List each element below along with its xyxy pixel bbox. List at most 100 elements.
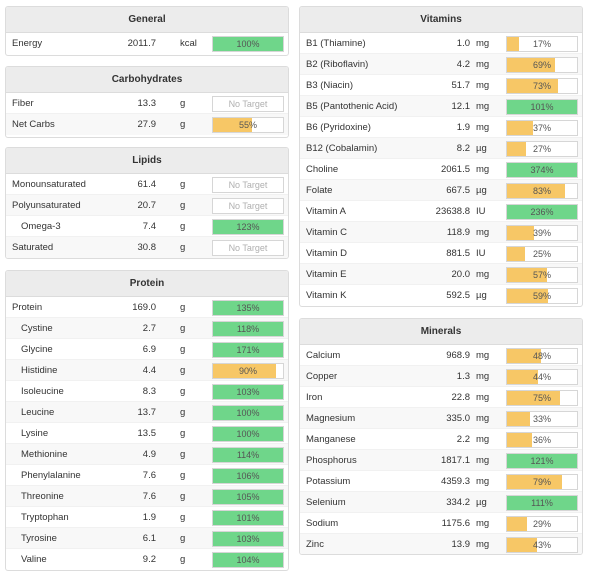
vitamins-panel: Vitamins B1 (Thiamine) 1.0 mg 17% B2 (Ribofl… bbox=[299, 6, 583, 307]
nutrient-unit: g bbox=[180, 407, 186, 418]
nutrient-row-zinc[interactable]: Zinc 13.9 mg 43% bbox=[300, 534, 582, 554]
progress-fill bbox=[507, 247, 525, 261]
nutrient-unit: g bbox=[180, 533, 186, 544]
progress-percent: 75% bbox=[532, 393, 551, 403]
nutrient-row-energy[interactable]: Energy 2011.7 kcal 100% bbox=[6, 33, 288, 54]
nutrient-row-isoleucine[interactable]: Isoleucine 8.3 g 103% bbox=[6, 381, 288, 402]
nutrient-name: Lysine bbox=[21, 428, 49, 439]
nutrient-row-vitamin-c[interactable]: Vitamin C 118.9 mg 39% bbox=[300, 222, 582, 243]
nutrient-amount: 13.9 bbox=[451, 539, 471, 550]
protein-rows: Protein 169.0 g 135% Cystine 2.7 g 118% Glycine 6… bbox=[6, 297, 288, 570]
nutrient-unit: mg bbox=[476, 539, 490, 550]
progress-percent: 83% bbox=[532, 186, 551, 196]
nutrient-row-phenylalanine[interactable]: Phenylalanine 7.6 g 106% bbox=[6, 465, 288, 486]
nutrient-row-threonine[interactable]: Threonine 7.6 g 105% bbox=[6, 486, 288, 507]
nutrient-name: Calcium bbox=[306, 350, 341, 361]
nutrient-row-copper[interactable]: Copper 1.3 mg 44% bbox=[300, 366, 582, 387]
progress-fill bbox=[507, 79, 559, 93]
nutrient-row-leucine[interactable]: Leucine 13.7 g 100% bbox=[6, 402, 288, 423]
nutrient-row-valine[interactable]: Valine 9.2 g 104% bbox=[6, 549, 288, 570]
target-progress-bar: 100% bbox=[212, 405, 284, 421]
nutrient-unit: g bbox=[180, 344, 186, 355]
nutrient-unit: µg bbox=[476, 497, 487, 508]
nutrient-row-vitamin-e[interactable]: Vitamin E 20.0 mg 57% bbox=[300, 264, 582, 285]
nutrient-row-saturated[interactable]: Saturated 30.8 g No Target bbox=[6, 237, 288, 258]
nutrient-row-iron[interactable]: Iron 22.8 mg 75% bbox=[300, 387, 582, 408]
progress-percent: 104% bbox=[236, 555, 260, 565]
progress-fill bbox=[507, 517, 528, 531]
carbohydrates-panel: Carbohydrates Fiber 13.3 g No Target Net Car… bbox=[5, 66, 289, 138]
progress-fill bbox=[213, 427, 283, 441]
nutrient-row-vitamin-k[interactable]: Vitamin K 592.5 µg 59% bbox=[300, 285, 582, 306]
nutrient-row-tyrosine[interactable]: Tyrosine 6.1 g 103% bbox=[6, 528, 288, 549]
target-progress-bar: No Target bbox=[212, 240, 284, 256]
nutrient-row-b6-pyridoxine[interactable]: B6 (Pyridoxine) 1.9 mg 37% bbox=[300, 117, 582, 138]
nutrient-row-fiber[interactable]: Fiber 13.3 g No Target bbox=[6, 93, 288, 114]
nutrient-amount: 61.4 bbox=[137, 179, 157, 190]
nutrient-row-b3-niacin[interactable]: B3 (Niacin) 51.7 mg 73% bbox=[300, 75, 582, 96]
nutrient-unit: µg bbox=[476, 290, 487, 301]
nutrient-amount: 4.2 bbox=[456, 59, 470, 70]
nutrient-name: Copper bbox=[306, 371, 338, 382]
nutrient-unit: g bbox=[180, 470, 186, 481]
nutrient-row-magnesium[interactable]: Magnesium 335.0 mg 33% bbox=[300, 408, 582, 429]
nutrient-row-omega-3[interactable]: Omega-3 7.4 g 123% bbox=[6, 216, 288, 237]
progress-percent: 59% bbox=[532, 291, 551, 301]
nutrient-amount: 20.0 bbox=[451, 269, 471, 280]
nutrient-row-b5-pantothenic-acid[interactable]: B5 (Pantothenic Acid) 12.1 mg 101% bbox=[300, 96, 582, 117]
nutrient-row-vitamin-d[interactable]: Vitamin D 881.5 IU 25% bbox=[300, 243, 582, 264]
nutrient-row-sodium[interactable]: Sodium 1175.6 mg 29% bbox=[300, 513, 582, 534]
nutrient-unit: IU bbox=[476, 248, 486, 259]
nutrient-unit: g bbox=[180, 428, 186, 439]
target-progress-bar: 27% bbox=[506, 141, 578, 157]
nutrient-row-b1-thiamine[interactable]: B1 (Thiamine) 1.0 mg 17% bbox=[300, 33, 582, 54]
nutrient-row-selenium[interactable]: Selenium 334.2 µg 111% bbox=[300, 492, 582, 513]
target-progress-bar: 100% bbox=[212, 36, 284, 52]
progress-percent: 48% bbox=[532, 351, 551, 361]
nutrient-row-lysine[interactable]: Lysine 13.5 g 100% bbox=[6, 423, 288, 444]
nutrient-row-glycine[interactable]: Glycine 6.9 g 171% bbox=[6, 339, 288, 360]
vitamins-rows: B1 (Thiamine) 1.0 mg 17% B2 (Riboflavin) 4.2 m… bbox=[300, 33, 582, 306]
nutrient-row-polyunsaturated[interactable]: Polyunsaturated 20.7 g No Target bbox=[6, 195, 288, 216]
nutrient-row-protein[interactable]: Protein 169.0 g 135% bbox=[6, 297, 288, 318]
nutrient-name: B5 (Pantothenic Acid) bbox=[306, 101, 398, 112]
target-progress-bar: 111% bbox=[506, 495, 578, 511]
nutrient-row-cystine[interactable]: Cystine 2.7 g 118% bbox=[6, 318, 288, 339]
nutrient-row-vitamin-a[interactable]: Vitamin A 23638.8 IU 236% bbox=[300, 201, 582, 222]
progress-fill bbox=[507, 268, 547, 282]
lipids-panel-title: Lipids bbox=[6, 148, 288, 174]
carbohydrates-panel-title: Carbohydrates bbox=[6, 67, 288, 93]
target-progress-bar: 79% bbox=[506, 474, 578, 490]
target-progress-bar: 101% bbox=[506, 99, 578, 115]
nutrient-row-b2-riboflavin[interactable]: B2 (Riboflavin) 4.2 mg 69% bbox=[300, 54, 582, 75]
progress-fill bbox=[507, 349, 541, 363]
nutrient-row-b12-cobalamin[interactable]: B12 (Cobalamin) 8.2 µg 27% bbox=[300, 138, 582, 159]
nutrient-row-calcium[interactable]: Calcium 968.9 mg 48% bbox=[300, 345, 582, 366]
progress-fill bbox=[507, 184, 566, 198]
progress-percent: 25% bbox=[532, 249, 551, 259]
nutrient-row-monounsaturated[interactable]: Monounsaturated 61.4 g No Target bbox=[6, 174, 288, 195]
nutrient-unit: g bbox=[180, 323, 186, 334]
target-progress-bar: 17% bbox=[506, 36, 578, 52]
nutrient-row-phosphorus[interactable]: Phosphorus 1817.1 mg 121% bbox=[300, 450, 582, 471]
nutrient-row-potassium[interactable]: Potassium 4359.3 mg 79% bbox=[300, 471, 582, 492]
nutrient-amount: 2061.5 bbox=[440, 164, 470, 175]
nutrient-row-choline[interactable]: Choline 2061.5 mg 374% bbox=[300, 159, 582, 180]
nutrient-unit: g bbox=[180, 512, 186, 523]
nutrient-name: Histidine bbox=[21, 365, 58, 376]
nutrient-row-histidine[interactable]: Histidine 4.4 g 90% bbox=[6, 360, 288, 381]
nutrient-row-manganese[interactable]: Manganese 2.2 mg 36% bbox=[300, 429, 582, 450]
progress-percent: 33% bbox=[532, 414, 551, 424]
progress-percent: 57% bbox=[532, 270, 551, 280]
nutrient-row-folate[interactable]: Folate 667.5 µg 83% bbox=[300, 180, 582, 201]
nutrient-name: Vitamin C bbox=[306, 227, 348, 238]
nutrient-row-methionine[interactable]: Methionine 4.9 g 114% bbox=[6, 444, 288, 465]
nutrient-row-net-carbs[interactable]: Net Carbs 27.9 g 55% bbox=[6, 114, 288, 135]
nutrient-name: Tryptophan bbox=[21, 512, 69, 523]
target-progress-bar: 57% bbox=[506, 267, 578, 283]
nutrient-amount: 51.7 bbox=[451, 80, 471, 91]
nutrient-name: B6 (Pyridoxine) bbox=[306, 122, 371, 133]
nutrient-row-tryptophan[interactable]: Tryptophan 1.9 g 101% bbox=[6, 507, 288, 528]
nutrient-amount: 1175.6 bbox=[441, 518, 470, 529]
nutrient-unit: mg bbox=[476, 101, 490, 112]
